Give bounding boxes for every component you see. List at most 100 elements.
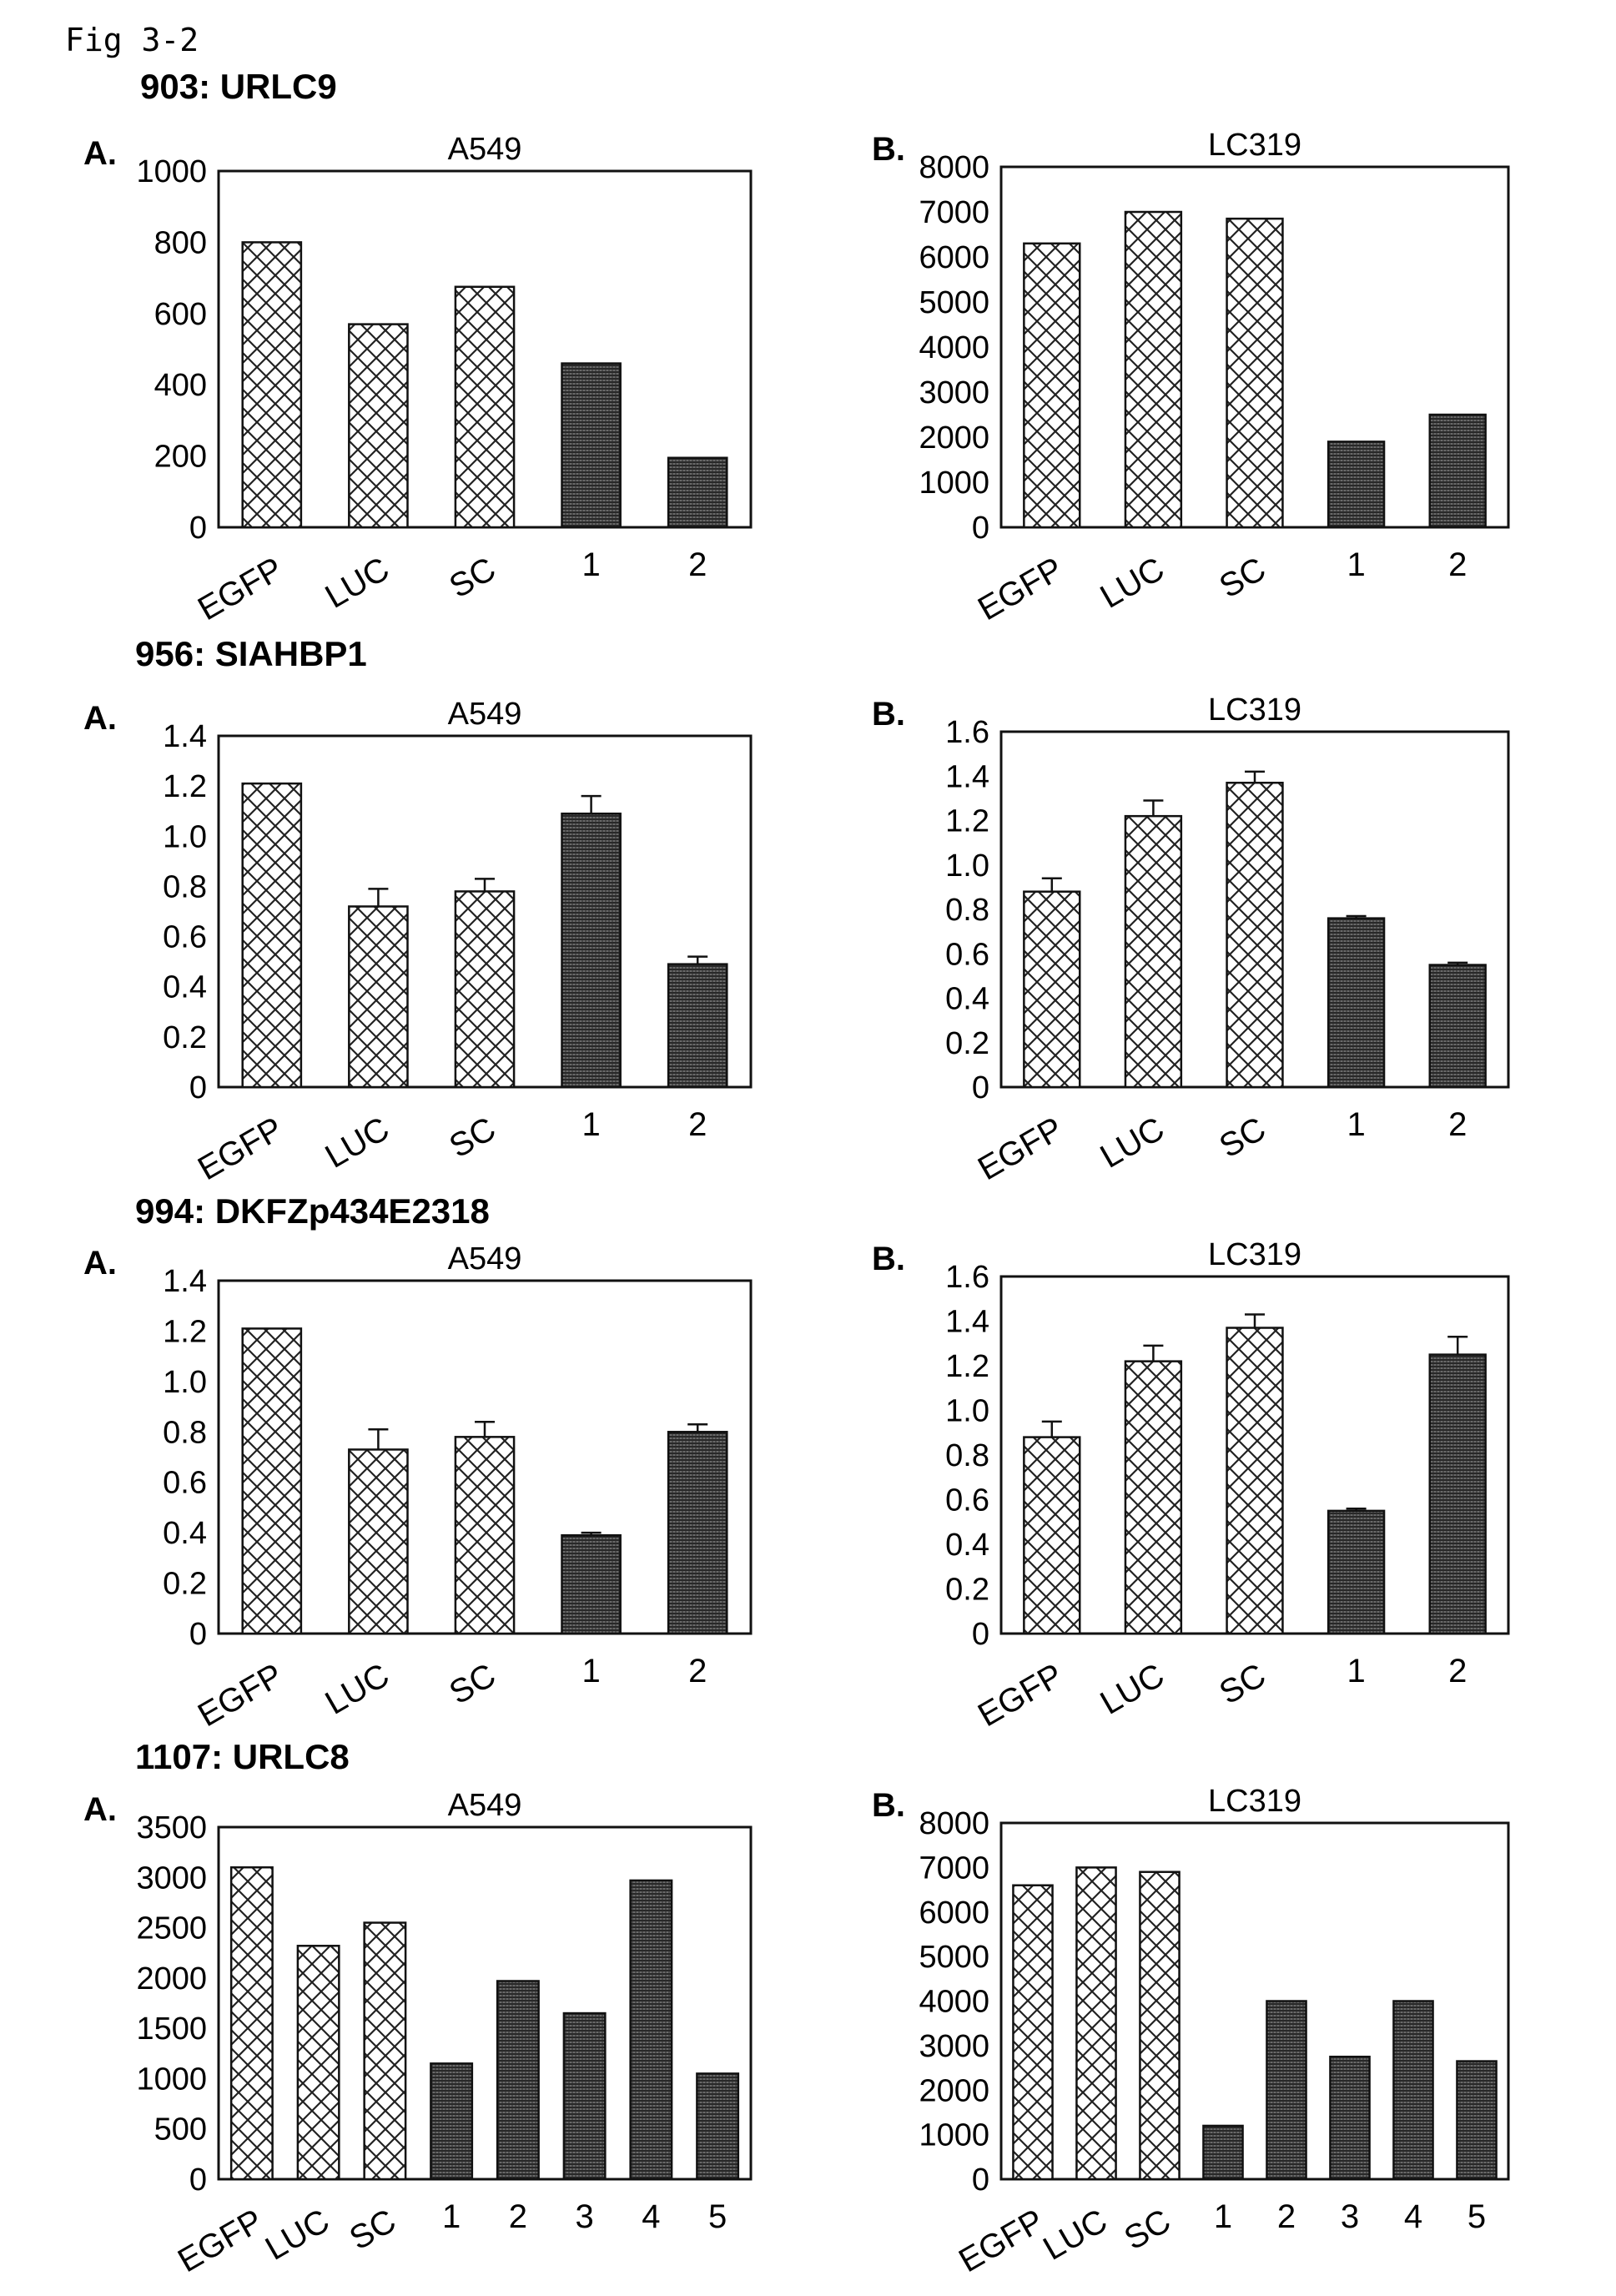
y-tick-label: 600	[154, 297, 207, 332]
x-tick-label: 2	[1448, 1106, 1467, 1143]
bar-2	[667, 456, 728, 529]
y-tick-label: 800	[154, 225, 207, 260]
bar-sc	[1226, 217, 1284, 529]
bar-sc	[1139, 1871, 1181, 2181]
section-title-dkfzp434e2318: 994: DKFZp434E2318	[135, 1191, 490, 1231]
y-tick-label: 1.2	[945, 1349, 989, 1384]
y-tick-label: 2000	[919, 2073, 989, 2108]
bar-2	[1428, 413, 1487, 529]
panel-letter: A.	[83, 700, 117, 737]
chart-3: A. A549 0 0.2 0.4 0.6 0.8 1.0 1.2 1.4 EGFP LUC SC 1 2	[83, 697, 753, 1187]
y-tick-label: 2500	[136, 1911, 207, 1946]
y-tick-label: 1.2	[945, 804, 989, 839]
y-tick-label: 5000	[919, 1940, 989, 1975]
y-tick-label: 0.6	[163, 920, 207, 955]
chart-8: B. LC319 0 1000 2000 3000 4000 5000 6000 7000 8000…	[872, 1784, 1510, 2280]
y-tick-label: 1000	[136, 2062, 207, 2097]
bar-5	[696, 2072, 740, 2181]
bar-2	[667, 1431, 728, 1635]
bar-egfp	[1023, 1436, 1081, 1635]
chart-4: B. LC319 0 0.2 0.4 0.6 0.8 1.0 1.2 1.4 1.6 EGFP LUC S…	[872, 692, 1510, 1188]
x-tick-label: LUC	[1037, 2203, 1113, 2268]
y-tick-label: 0	[189, 2163, 207, 2198]
bar-egfp	[229, 1866, 274, 2181]
x-tick-label: 2	[509, 2198, 527, 2235]
y-tick-label: 2000	[136, 1961, 207, 1996]
bar-3	[562, 2012, 607, 2181]
x-tick-label: 1	[1347, 546, 1365, 583]
bar-1	[561, 362, 622, 529]
plot-frame	[999, 1821, 1510, 2181]
y-tick-label: 3000	[136, 1860, 207, 1896]
bar-luc	[1124, 814, 1183, 1089]
x-tick-label: LUC	[259, 2203, 335, 2268]
bar-luc	[1124, 1360, 1183, 1635]
panel-letter: B.	[872, 696, 905, 733]
y-tick-label: 5000	[919, 285, 989, 320]
y-tick-label: 1.4	[163, 1264, 207, 1299]
bar-1	[561, 812, 622, 1089]
x-tick-label: 5	[1467, 2198, 1486, 2235]
y-tick-label: 6000	[919, 240, 989, 275]
y-tick-label: 1.0	[945, 1394, 989, 1429]
chart-title: LC319	[1208, 1237, 1301, 1272]
x-tick-label: 1	[442, 2198, 461, 2235]
x-tick-label: 2	[688, 1653, 707, 1689]
bar-4	[629, 1879, 673, 2181]
x-tick-label: SC	[344, 2203, 402, 2258]
y-tick-label: 1.4	[163, 719, 207, 754]
y-tick-label: 200	[154, 440, 207, 475]
x-tick-label: SC	[1213, 551, 1271, 606]
chart-title: A549	[448, 1788, 522, 1823]
bar-4	[1392, 2000, 1434, 2181]
bar-1	[1202, 2124, 1244, 2181]
y-tick-label: 0	[189, 511, 207, 546]
y-tick-label: 0.6	[945, 1483, 989, 1518]
y-tick-label: 7000	[919, 195, 989, 230]
y-tick-label: 4000	[919, 330, 989, 365]
y-tick-label: 1.4	[945, 759, 989, 794]
x-tick-label: 4	[642, 2198, 660, 2235]
x-tick-label: 2	[688, 1106, 707, 1143]
y-tick-label: 3000	[919, 375, 989, 410]
x-tick-label: LUC	[320, 1110, 395, 1176]
x-tick-label: LUC	[1095, 1110, 1170, 1176]
x-tick-label: 3	[576, 2198, 594, 2235]
bar-sc	[1226, 1327, 1284, 1635]
y-tick-label: 0	[189, 1617, 207, 1652]
chart-7: A. A549 0 500 1000 1500 2000 2500 3000 3500 EGFPLU…	[83, 1788, 753, 2279]
y-tick-label: 0	[972, 1070, 989, 1105]
y-tick-label: 0.8	[945, 893, 989, 928]
x-tick-label: EGFP	[953, 2203, 1050, 2280]
bar-luc	[348, 905, 409, 1089]
bar-5	[1456, 2060, 1498, 2181]
chart-title: A549	[448, 697, 522, 732]
y-tick-label: 1.2	[163, 769, 207, 804]
y-tick-label: 1.6	[945, 715, 989, 750]
x-tick-label: SC	[1213, 1657, 1271, 1712]
section-title-urlc8: 1107: URLC8	[135, 1737, 350, 1776]
y-tick-label: 0.2	[945, 1573, 989, 1608]
y-tick-label: 8000	[919, 1806, 989, 1841]
x-tick-label: 3	[1341, 2198, 1359, 2235]
x-tick-label: EGFP	[972, 551, 1069, 628]
bar-luc	[1124, 210, 1183, 529]
y-tick-label: 1500	[136, 2012, 207, 2047]
x-tick-label: 1	[1214, 2198, 1232, 2235]
x-tick-label: EGFP	[972, 1110, 1069, 1188]
y-tick-label: 0.4	[945, 1528, 989, 1563]
x-tick-label: 2	[688, 546, 707, 583]
bar-2	[1266, 2000, 1307, 2181]
x-tick-label: 5	[708, 2198, 727, 2235]
y-tick-label: 0.6	[945, 937, 989, 972]
x-tick-label: LUC	[320, 1657, 395, 1722]
x-tick-label: LUC	[320, 551, 395, 616]
plot-frame	[217, 1825, 753, 2181]
y-tick-label: 0	[972, 2163, 989, 2198]
chart-title: LC319	[1208, 1784, 1301, 1819]
y-tick-label: 0.8	[163, 869, 207, 904]
chart-title: LC319	[1208, 692, 1301, 728]
y-tick-label: 400	[154, 368, 207, 403]
y-tick-label: 500	[154, 2112, 207, 2147]
